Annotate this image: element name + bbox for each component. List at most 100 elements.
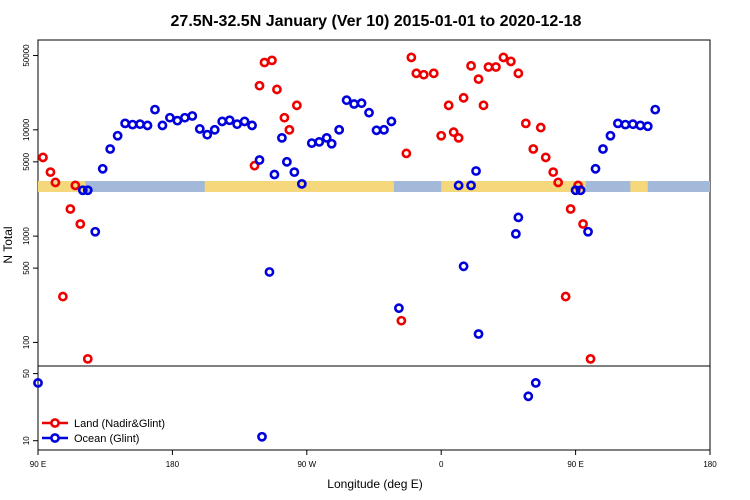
ocean-point (247, 120, 257, 131)
ocean-point (33, 378, 43, 388)
land-point (585, 353, 596, 364)
ocean-point (194, 124, 205, 134)
ocean-point (179, 112, 190, 123)
ocean-point (157, 120, 168, 131)
land-point (396, 315, 407, 326)
land-point (448, 127, 459, 138)
land-point (75, 219, 86, 229)
land-point (548, 167, 559, 178)
ocean-point (187, 111, 198, 121)
land-point (505, 56, 516, 67)
x-axis-label: Longitude (deg E) (327, 477, 422, 491)
land-point (513, 68, 524, 79)
ocean-point (575, 185, 586, 196)
ocean-point (513, 212, 524, 223)
land-point (458, 92, 469, 103)
ocean-point (598, 144, 608, 154)
land-point (540, 152, 551, 163)
land-point (249, 160, 260, 171)
ocean-point (257, 431, 267, 442)
ocean-point (393, 303, 404, 314)
ocean-point (321, 132, 332, 143)
ocean-point (209, 124, 220, 135)
ocean-point (82, 185, 93, 196)
ocean-point (590, 163, 601, 174)
ocean-point (105, 144, 116, 154)
ocean-point (583, 226, 593, 237)
ocean-point (202, 129, 213, 140)
land-point (50, 177, 61, 188)
land-point (38, 152, 48, 163)
chart-title: 27.5N-32.5N January (Ver 10) 2015-01-01 … (171, 13, 582, 30)
land-point (453, 132, 464, 143)
ocean-point (605, 130, 616, 141)
land-point (82, 353, 93, 364)
ocean-point (281, 156, 292, 167)
ocean-point (142, 120, 153, 131)
ocean-point (453, 180, 464, 191)
ocean-point (620, 119, 631, 130)
ocean-point (306, 138, 317, 149)
ocean-point (642, 121, 653, 132)
ocean-point (326, 138, 337, 149)
land-point (535, 122, 546, 133)
ocean-point (150, 104, 160, 115)
land-point (528, 144, 539, 154)
ocean-point (296, 178, 307, 189)
upper-panel-frame (37, 39, 711, 367)
ocean-point (289, 167, 300, 178)
ocean-point (120, 118, 131, 129)
ocean-point (97, 163, 108, 174)
land-point (291, 100, 302, 111)
ocean-point (77, 185, 88, 196)
x-tick-label: 90 E (567, 460, 583, 469)
upper-y-tick-label: 500 (22, 261, 31, 275)
ocean-point (165, 112, 175, 123)
data-points (33, 52, 661, 442)
lower-y-tick-label: 10 (22, 436, 31, 445)
ocean-point (269, 169, 280, 180)
upper-y-tick-label: 10000 (22, 118, 31, 141)
ocean-point (650, 104, 661, 115)
axes: 90 E 180 90 W 0 90 E 180 50000 10000 5000 1000 500… (22, 44, 717, 469)
ocean-point (135, 119, 145, 130)
land-mask-band (38, 181, 710, 193)
ocean-point (341, 95, 352, 106)
land-point (565, 204, 576, 214)
ocean-point (356, 98, 367, 109)
land-point (272, 84, 282, 95)
upper-y-tick-label: 50000 (22, 44, 31, 67)
ocean-point (172, 115, 183, 126)
ocean-point (264, 267, 275, 277)
legend-marker (50, 433, 60, 443)
ocean-point (217, 116, 228, 127)
legend-marker (50, 418, 60, 428)
ocean-point (90, 226, 101, 237)
land-point (428, 68, 439, 79)
ocean-point (314, 136, 325, 147)
ocean-point (277, 132, 287, 143)
ocean-point (471, 166, 481, 176)
ocean-point (510, 228, 521, 239)
land-point (254, 80, 265, 91)
ocean-point (224, 115, 235, 126)
land-point (411, 68, 422, 79)
x-tick-label: 90 E (30, 460, 46, 469)
land-point (498, 52, 509, 63)
upper-y-tick-label: 1000 (22, 227, 31, 245)
land-point (279, 112, 290, 123)
land-point (284, 124, 295, 135)
land-point (57, 291, 68, 302)
ocean-point (379, 124, 389, 135)
ocean-point (112, 130, 123, 141)
land-point (443, 100, 454, 111)
lower-y-tick-label: 50 (22, 369, 31, 378)
land-point (70, 180, 81, 191)
legend: Land (Nadir&Glint) Ocean (Glint) (42, 418, 165, 445)
land-point (65, 204, 76, 214)
ocean-point (232, 119, 243, 130)
x-tick-label: 0 (439, 460, 444, 469)
land-point (553, 177, 564, 188)
land-point (478, 100, 489, 111)
ocean-point (458, 261, 469, 272)
